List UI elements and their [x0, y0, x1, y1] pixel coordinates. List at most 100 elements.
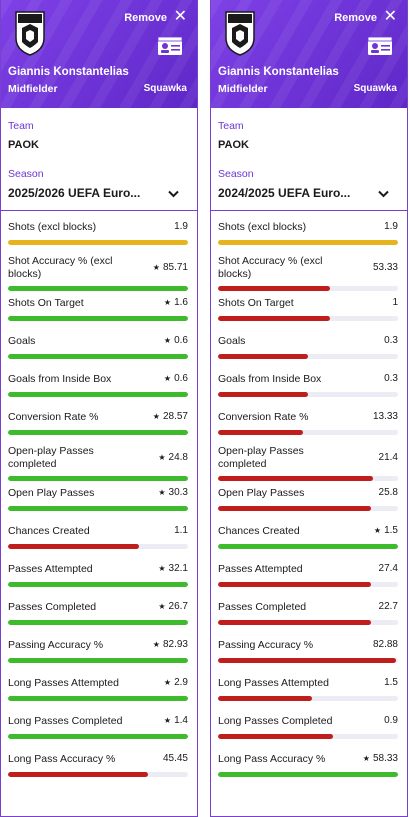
stat-row: Conversion Rate % 13.33: [211, 411, 407, 449]
stat-bar-fill: [8, 476, 188, 481]
stat-bar-track: [8, 476, 188, 481]
stat-row: Long Passes Attempted ★ 2.9: [1, 677, 197, 715]
stat-bar-fill: [218, 582, 371, 587]
player-name: Giannis Konstantelias: [218, 66, 339, 78]
stat-bar-track: [218, 696, 398, 701]
stat-bar-fill: [218, 734, 334, 739]
stat-value-wrap: ★ 85.71: [153, 262, 188, 273]
stat-row: Goals ★ 0.6: [1, 335, 197, 373]
stat-value: 30.3: [168, 487, 188, 498]
stat-name: Open Play Passes: [8, 487, 95, 499]
player-header: Remove ✕ Giannis Konstantelias Midfielde…: [211, 0, 407, 108]
stat-bar-track: [218, 506, 398, 511]
close-icon[interactable]: ✕: [173, 8, 187, 25]
star-icon: ★: [163, 716, 172, 725]
stat-name: Long Passes Completed: [218, 715, 333, 727]
stat-bar-track: [218, 620, 398, 625]
stat-row: Chances Created 1.1: [1, 525, 197, 563]
stat-value: 26.7: [168, 601, 188, 612]
stat-bar-track: [8, 392, 188, 397]
stat-row: Long Pass Accuracy % ★ 58.33: [211, 753, 407, 791]
stat-value-wrap: 25.8: [379, 487, 398, 498]
stat-value: 82.93: [162, 639, 188, 650]
team-label: Team: [218, 120, 244, 132]
stat-bar-track: [218, 772, 398, 777]
stat-bar-track: [218, 316, 398, 321]
stat-value: 0.3: [384, 335, 398, 346]
stat-value: 0.9: [384, 715, 398, 726]
id-card-icon[interactable]: [367, 36, 393, 56]
stat-value-wrap: 21.4: [379, 452, 398, 463]
stat-bar-track: [218, 392, 398, 397]
remove-button[interactable]: Remove: [334, 12, 377, 24]
stat-bar-fill: [8, 658, 188, 663]
season-select[interactable]: 2024/2025 UEFA Euro...: [218, 186, 351, 200]
stat-value: 27.4: [378, 563, 398, 574]
stat-bar-fill: [218, 476, 373, 481]
stat-name: Passes Completed: [8, 601, 97, 613]
stat-bar-track: [8, 582, 188, 587]
stat-value-wrap: 0.9: [384, 715, 398, 726]
chevron-down-icon[interactable]: [168, 190, 179, 198]
chevron-down-icon[interactable]: [378, 190, 389, 198]
team-value: PAOK: [8, 139, 39, 151]
star-icon: ★: [163, 298, 172, 307]
stat-name: Goals: [218, 335, 246, 347]
stat-value-wrap: ★ 1.6: [164, 297, 188, 308]
stat-bar-track: [218, 734, 398, 739]
player-card-1: Remove ✕ Giannis Konstantelias Midfielde…: [0, 0, 198, 817]
stat-value-wrap: 0.3: [384, 335, 398, 346]
stat-value-wrap: ★ 30.3: [158, 487, 188, 498]
stat-bar-fill: [8, 430, 188, 435]
stat-row: Shot Accuracy % (excl blocks) ★ 85.71: [1, 255, 197, 297]
stat-bar-fill: [218, 696, 312, 701]
stat-bar-fill: [218, 506, 371, 511]
stat-value: 1.1: [174, 525, 188, 536]
star-icon: ★: [163, 678, 172, 687]
stat-name: Long Passes Attempted: [218, 677, 329, 689]
stat-value: 0.3: [384, 373, 398, 384]
close-icon[interactable]: ✕: [383, 8, 397, 25]
star-icon: ★: [163, 336, 172, 345]
id-card-icon[interactable]: [157, 36, 183, 56]
stat-bar-fill: [218, 544, 398, 549]
stat-bar-track: [218, 658, 398, 663]
season-select[interactable]: 2025/2026 UEFA Euro...: [8, 186, 141, 200]
stat-value-wrap: 0.3: [384, 373, 398, 384]
star-icon: ★: [362, 754, 370, 763]
stat-name: Long Pass Accuracy %: [8, 753, 116, 765]
stat-row: Open Play Passes ★ 30.3: [1, 487, 197, 525]
stat-value: 24.8: [168, 452, 188, 463]
stat-row: Passing Accuracy % 82.88: [211, 639, 407, 677]
team-value: PAOK: [218, 139, 249, 151]
team-label: Team: [8, 120, 34, 132]
stat-value-wrap: 82.88: [373, 639, 398, 650]
stat-value: 2.9: [174, 677, 188, 688]
stat-bar-track: [8, 658, 188, 663]
stat-row: Long Passes Completed ★ 1.4: [1, 715, 197, 753]
stat-value-wrap: ★ 82.93: [153, 639, 188, 650]
stat-name: Chances Created: [218, 525, 300, 537]
stat-row: Conversion Rate % ★ 28.57: [1, 411, 197, 449]
star-icon: ★: [158, 602, 166, 611]
stat-bar-track: [8, 772, 188, 777]
stat-bar-fill: [218, 316, 330, 321]
stat-value: 21.4: [378, 452, 398, 463]
remove-button[interactable]: Remove: [124, 12, 167, 24]
stat-value-wrap: ★ 28.57: [153, 411, 188, 422]
stat-value-wrap: ★ 58.33: [363, 753, 398, 764]
stat-row: Passes Attempted 27.4: [211, 563, 407, 601]
season-label: Season: [8, 168, 44, 180]
stat-name: Shots (excl blocks): [8, 221, 97, 233]
stat-name: Conversion Rate %: [218, 411, 309, 423]
stat-value-wrap: 1.1: [174, 525, 188, 536]
star-icon: ★: [152, 412, 160, 421]
stat-row: Shots (excl blocks) 1.9: [1, 221, 197, 259]
star-icon: ★: [158, 564, 166, 573]
stat-row: Shot Accuracy % (excl blocks) 53.33: [211, 255, 407, 297]
stat-row: Goals from Inside Box ★ 0.6: [1, 373, 197, 411]
paok-crest-icon: [225, 11, 255, 56]
stat-bar-fill: [8, 544, 140, 549]
stat-value: 0.6: [174, 335, 188, 346]
stat-name: Conversion Rate %: [8, 411, 99, 423]
